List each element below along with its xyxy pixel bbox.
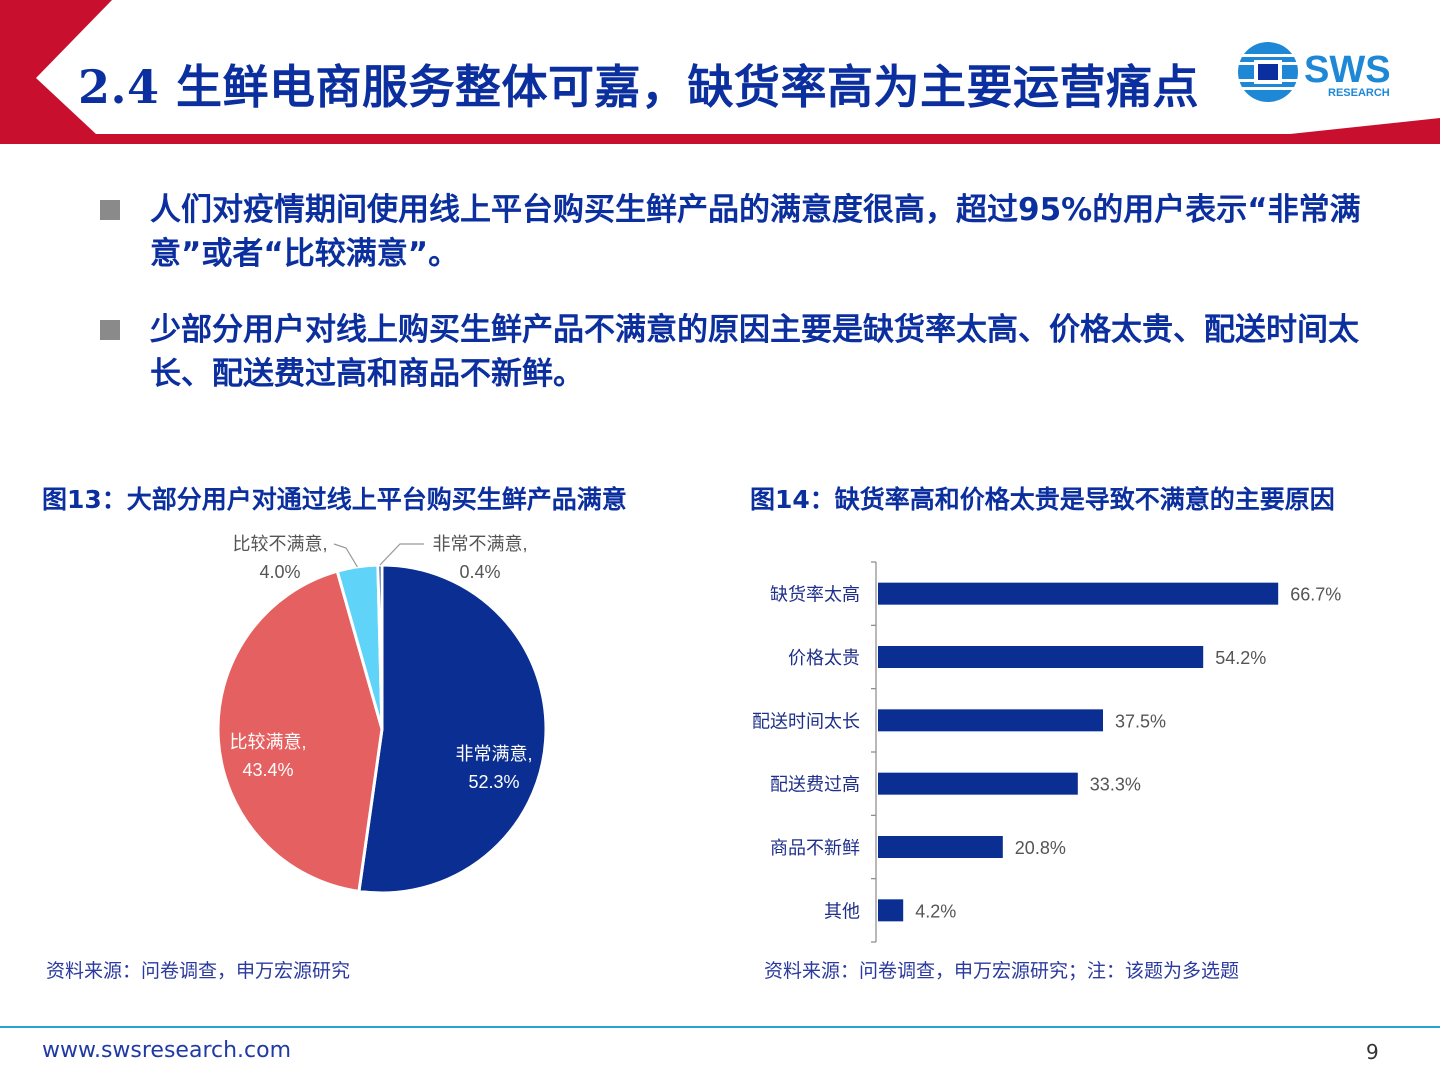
figure-14-title: 图14：缺货率高和价格太贵是导致不满意的主要原因: [750, 485, 1335, 514]
bar: [878, 582, 1279, 605]
footer-url: www.swsresearch.com: [42, 1038, 292, 1063]
bar-value-label: 20.8%: [1015, 838, 1066, 858]
pie-value-label: 4.0%: [259, 562, 300, 582]
logo-globe-icon: [1238, 42, 1298, 102]
page-title: 2.4 生鲜电商服务整体可嘉，缺货率高为主要运营痛点: [78, 60, 1200, 114]
bar-category-label: 其他: [824, 901, 860, 921]
logo-text: SWS: [1304, 49, 1391, 91]
bar-value-label: 66.7%: [1290, 585, 1341, 605]
bar: [878, 709, 1103, 732]
bullet-text: 少部分用户对线上购买生鲜产品不满意的原因主要是缺货率太高、价格太贵、配送时间太长…: [150, 312, 1359, 392]
pie-leader-line: [333, 543, 358, 568]
bar-category-label: 价格太贵: [788, 648, 860, 668]
logo-subtext: RESEARCH: [1328, 87, 1390, 99]
bar-value-label: 54.2%: [1215, 648, 1266, 668]
pie-slice: [216, 569, 384, 894]
header-band: [0, 0, 1440, 144]
bullet-square-icon: [100, 200, 120, 220]
bullet-text: 人们对疫情期间使用线上平台购买生鲜产品的满意度很高，超过95%的用户表示“非常满…: [150, 192, 1361, 272]
header-red-left: [0, 0, 112, 134]
bar: [878, 836, 1003, 858]
bar-value-label: 33.3%: [1090, 775, 1141, 795]
figure-13-source: 资料来源：问卷调查，申万宏源研究: [46, 960, 351, 982]
bar-category-label: 配送时间太长: [752, 711, 860, 731]
bar-value-label: 37.5%: [1115, 711, 1166, 731]
figure-14-source: 资料来源：问卷调查，申万宏源研究；注：该题为多选题: [764, 960, 1240, 982]
bar-chart: 缺货率太高 66.7% 价格太贵 54.2% 配送时间太长 37.5% 配送费过高 33.3%…: [752, 561, 1341, 943]
page-number: 9: [1366, 1040, 1379, 1064]
bar-value-label: 4.2%: [915, 901, 956, 921]
figure-13-title: 图13：大部分用户对通过线上平台购买生鲜产品满意: [42, 485, 627, 514]
pie-slice: [357, 563, 548, 895]
pie-value-label: 52.3%: [468, 772, 519, 792]
pie-label: 非常满意,: [455, 744, 532, 764]
pie-leader-line: [379, 543, 424, 566]
header-red-bottom: [0, 134, 1440, 144]
header-red-right-corner: [1290, 118, 1440, 134]
bar-category-label: 配送费过高: [770, 775, 860, 795]
bar: [878, 646, 1204, 668]
bar-category-label: 商品不新鲜: [770, 838, 860, 858]
bar: [878, 899, 904, 922]
pie-chart: 非常满意, 52.3% 比较满意, 43.4% 比较不满意, 4.0% 非常不满意, 0.4%: [216, 534, 548, 895]
pie-label: 比较不满意,: [232, 534, 327, 554]
bar-category-label: 缺货率太高: [770, 585, 860, 605]
pie-value-label: 0.4%: [459, 562, 500, 582]
bullet-square-icon: [100, 320, 120, 340]
bar: [878, 772, 1078, 795]
pie-label: 非常不满意,: [432, 534, 527, 554]
footer-divider: [0, 1026, 1440, 1028]
sws-logo: SWS RESEARCH: [1238, 42, 1391, 102]
pie-label: 比较满意,: [229, 732, 306, 752]
pie-value-label: 43.4%: [242, 760, 293, 780]
